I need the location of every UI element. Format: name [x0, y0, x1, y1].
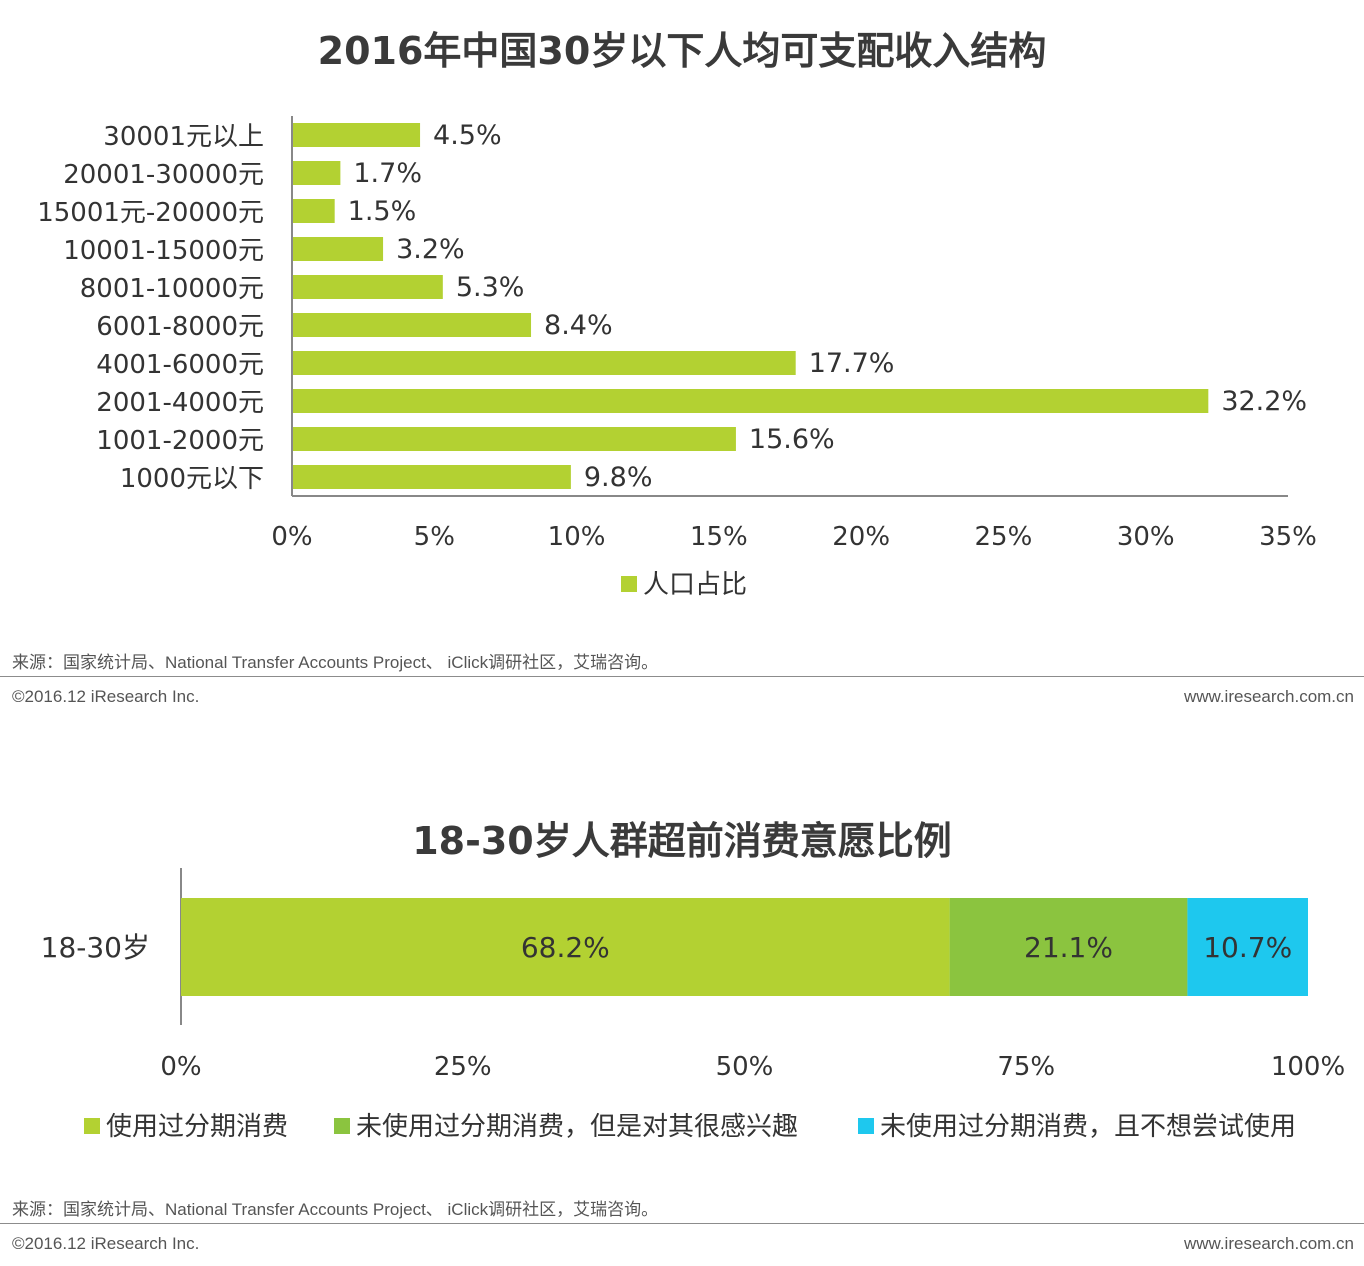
legend-label: 人口占比 — [643, 570, 747, 600]
x-tick-label: 75% — [997, 1052, 1055, 1082]
segment-label: 68.2% — [521, 931, 610, 964]
category-label: 1000元以下 — [120, 464, 264, 494]
data-label: 5.3% — [456, 272, 525, 303]
category-label: 10001-15000元 — [63, 236, 264, 266]
x-tick-label: 100% — [1271, 1052, 1345, 1082]
divider-2 — [0, 1223, 1364, 1224]
x-tick-label: 50% — [716, 1052, 774, 1082]
data-label: 1.5% — [348, 196, 417, 227]
x-tick-label: 35% — [1259, 522, 1317, 552]
category-label: 2001-4000元 — [96, 388, 264, 418]
bar — [292, 123, 421, 147]
income-bar-chart: 30001元以上 4.5% 20001-30000元 1.7% 15001元-20000… — [37, 116, 1317, 600]
category-label: 18-30岁 — [41, 931, 150, 964]
data-label: 1.7% — [353, 158, 422, 189]
data-label: 3.2% — [396, 234, 465, 265]
bar — [292, 275, 443, 299]
chart1-title: 2016年中国30岁以下人均可支配收入结构 — [317, 29, 1047, 73]
category-label: 4001-6000元 — [96, 350, 264, 380]
legend-swatch — [621, 576, 637, 592]
consumption-stacked-bar-chart: 18-30岁 68.2% 21.1% 10.7% 0% 25% 50% 75% 100% 使用过分… — [41, 868, 1345, 1142]
category-label: 30001元以上 — [103, 122, 264, 152]
legend-label: 使用过分期消费 — [106, 1112, 288, 1142]
bar — [292, 161, 341, 185]
chart2-title: 18-30岁人群超前消费意愿比例 — [412, 819, 952, 863]
data-label: 15.6% — [749, 424, 835, 455]
category-label: 15001元-20000元 — [37, 198, 264, 228]
x-tick-label: 0% — [271, 522, 312, 552]
divider-1 — [0, 676, 1364, 677]
bar — [292, 389, 1209, 413]
data-label: 8.4% — [544, 310, 613, 341]
x-tick-label: 15% — [690, 522, 748, 552]
bar — [292, 427, 736, 451]
legend-swatch — [858, 1118, 874, 1134]
bar — [292, 199, 335, 223]
category-label: 6001-8000元 — [96, 312, 264, 342]
website-2: www.iresearch.com.cn — [1183, 1234, 1354, 1253]
x-tick-label: 25% — [975, 522, 1033, 552]
bar — [292, 351, 796, 375]
segment-label: 10.7% — [1203, 931, 1292, 964]
data-label: 9.8% — [584, 462, 653, 493]
source-note-1: 来源：国家统计局、National Transfer Accounts Proj… — [12, 653, 659, 672]
legend-label: 未使用过分期消费，且不想尝试使用 — [880, 1112, 1296, 1142]
segment-label: 21.1% — [1024, 931, 1113, 964]
bar — [292, 237, 384, 261]
data-label: 4.5% — [433, 120, 502, 151]
x-tick-label: 20% — [832, 522, 890, 552]
stacked-segment — [949, 898, 1188, 996]
x-tick-label: 10% — [548, 522, 606, 552]
website-1: www.iresearch.com.cn — [1183, 687, 1354, 706]
data-label: 32.2% — [1221, 386, 1307, 417]
x-tick-label: 25% — [434, 1052, 492, 1082]
copyright-1: ©2016.12 iResearch Inc. — [12, 687, 200, 706]
data-label: 17.7% — [809, 348, 895, 379]
x-tick-label: 5% — [414, 522, 455, 552]
category-label: 8001-10000元 — [80, 274, 264, 304]
x-tick-label: 30% — [1117, 522, 1175, 552]
legend-swatch — [84, 1118, 100, 1134]
stacked-segment — [181, 898, 950, 996]
source-note-2: 来源：国家统计局、National Transfer Accounts Proj… — [12, 1200, 659, 1219]
legend-swatch — [334, 1118, 350, 1134]
bar — [292, 313, 532, 337]
legend-label: 未使用过分期消费，但是对其很感兴趣 — [356, 1112, 798, 1142]
category-label: 1001-2000元 — [96, 426, 264, 456]
x-tick-label: 0% — [160, 1052, 201, 1082]
bar — [292, 465, 571, 489]
category-label: 20001-30000元 — [63, 160, 264, 190]
stacked-segment — [1187, 898, 1308, 996]
copyright-2: ©2016.12 iResearch Inc. — [12, 1234, 200, 1253]
